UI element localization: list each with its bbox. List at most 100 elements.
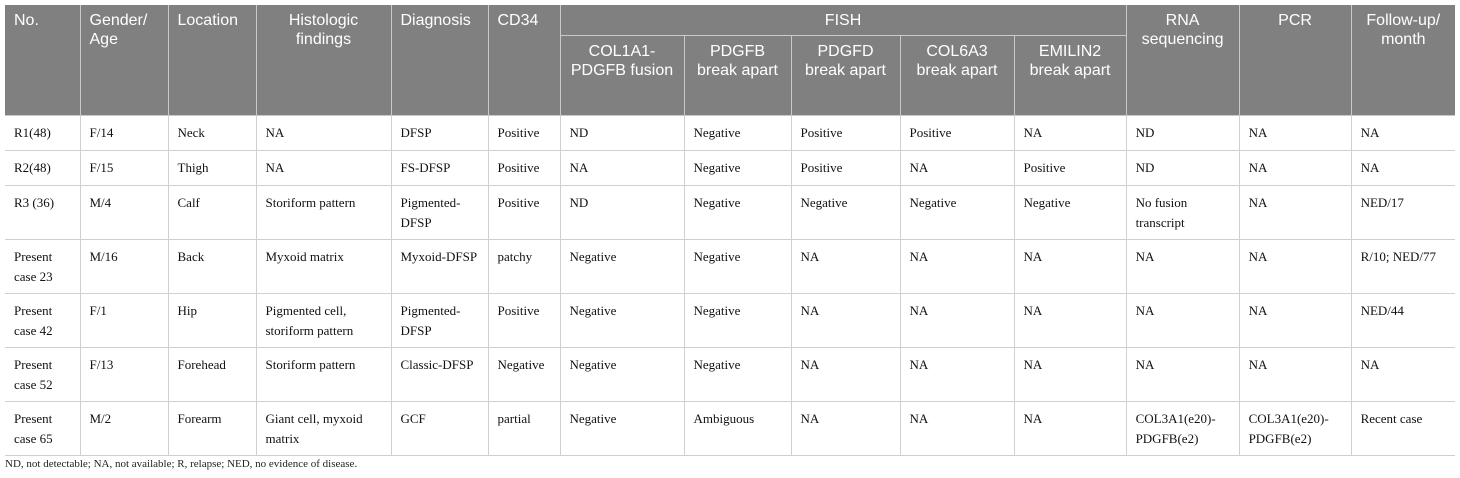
cell-diagnosis: FS-DFSP: [391, 150, 489, 186]
cell-histologic: NA: [256, 115, 392, 151]
header-diagnosis: Diagnosis: [391, 5, 489, 116]
cell-gender-age: M/2: [80, 401, 169, 456]
cell-fish-col1a1: Negative: [560, 401, 685, 456]
cell-location: Neck: [168, 115, 257, 151]
cell-fish-col6a3: Positive: [900, 115, 1015, 151]
cell-pcr: NA: [1239, 347, 1352, 402]
table-container: No. Gender/ Age Location Histologic find…: [5, 5, 1456, 456]
cell-diagnosis: Pigmented-DFSP: [391, 293, 489, 348]
cell-location: Hip: [168, 293, 257, 348]
cell-histologic: Myxoid matrix: [256, 239, 392, 294]
cell-fish-pdgfd: NA: [791, 239, 901, 294]
cell-rna: No fusion transcript: [1126, 185, 1240, 240]
header-fish-col6a3: COL6A3 break apart: [900, 35, 1015, 116]
data-table: No. Gender/ Age Location Histologic find…: [5, 5, 1456, 456]
cell-rna: ND: [1126, 150, 1240, 186]
table-row: R1(48) F/14 Neck NA DFSP Positive ND Neg…: [5, 115, 1456, 151]
cell-rna: NA: [1126, 293, 1240, 348]
cell-fish-col1a1: NA: [560, 150, 685, 186]
cell-no: Present case 65: [5, 401, 81, 456]
table-row: Present case 52 F/13 Forehead Storiform …: [5, 347, 1456, 402]
cell-no: Present case 52: [5, 347, 81, 402]
table-footnote: ND, not detectable; NA, not available; R…: [5, 458, 358, 470]
cell-cd34: Positive: [488, 150, 561, 186]
cell-no: R2(48): [5, 150, 81, 186]
cell-follow-up: NA: [1351, 115, 1456, 151]
cell-histologic: Pigmented cell, storiform pattern: [256, 293, 392, 348]
header-fish-emilin2: EMILIN2 break apart: [1014, 35, 1127, 116]
cell-pcr: NA: [1239, 239, 1352, 294]
table-row: Present case 65 M/2 Forearm Giant cell, …: [5, 401, 1456, 456]
cell-gender-age: F/15: [80, 150, 169, 186]
header-histologic-findings: Histologic findings: [256, 5, 392, 116]
cell-cd34: Negative: [488, 347, 561, 402]
cell-fish-pdgfd: Positive: [791, 115, 901, 151]
cell-fish-col6a3: NA: [900, 401, 1015, 456]
cell-fish-pdgfd: NA: [791, 293, 901, 348]
cell-fish-pdgfd: NA: [791, 401, 901, 456]
table-row: R3 (36) M/4 Calf Storiform pattern Pigme…: [5, 185, 1456, 240]
cell-fish-col1a1: Negative: [560, 347, 685, 402]
cell-fish-pdgfb: Ambiguous: [684, 401, 792, 456]
cell-histologic: Storiform pattern: [256, 347, 392, 402]
cell-rna: NA: [1126, 239, 1240, 294]
cell-fish-pdgfb: Negative: [684, 347, 792, 402]
cell-cd34: Positive: [488, 293, 561, 348]
cell-fish-col6a3: NA: [900, 150, 1015, 186]
table-row: Present case 42 F/1 Hip Pigmented cell, …: [5, 293, 1456, 348]
cell-fish-col6a3: NA: [900, 293, 1015, 348]
cell-histologic: NA: [256, 150, 392, 186]
cell-fish-pdgfd: NA: [791, 347, 901, 402]
cell-pcr: NA: [1239, 150, 1352, 186]
cell-diagnosis: Myxoid-DFSP: [391, 239, 489, 294]
cell-rna: COL3A1(e20)-PDGFB(e2): [1126, 401, 1240, 456]
header-gender-age: Gender/ Age: [80, 5, 169, 116]
cell-fish-pdgfd: Negative: [791, 185, 901, 240]
cell-fish-pdgfb: Negative: [684, 115, 792, 151]
cell-follow-up: NED/17: [1351, 185, 1456, 240]
cell-histologic: Storiform pattern: [256, 185, 392, 240]
header-pcr: PCR: [1239, 5, 1352, 116]
cell-gender-age: F/13: [80, 347, 169, 402]
cell-diagnosis: Pigmented-DFSP: [391, 185, 489, 240]
cell-fish-col6a3: NA: [900, 239, 1015, 294]
cell-gender-age: M/4: [80, 185, 169, 240]
table-row: Present case 23 M/16 Back Myxoid matrix …: [5, 239, 1456, 294]
cell-cd34: Positive: [488, 115, 561, 151]
cell-follow-up: NED/44: [1351, 293, 1456, 348]
cell-gender-age: F/1: [80, 293, 169, 348]
cell-gender-age: M/16: [80, 239, 169, 294]
header-rna-sequencing: RNA sequencing: [1126, 5, 1240, 116]
cell-fish-col6a3: Negative: [900, 185, 1015, 240]
header-follow-up: Follow-up/ month: [1351, 5, 1456, 116]
cell-diagnosis: Classic-DFSP: [391, 347, 489, 402]
header-fish-pdgfb: PDGFB break apart: [684, 35, 792, 116]
cell-fish-pdgfd: Positive: [791, 150, 901, 186]
cell-diagnosis: DFSP: [391, 115, 489, 151]
cell-no: Present case 23: [5, 239, 81, 294]
cell-location: Forehead: [168, 347, 257, 402]
cell-rna: ND: [1126, 115, 1240, 151]
cell-fish-pdgfb: Negative: [684, 293, 792, 348]
cell-pcr: NA: [1239, 185, 1352, 240]
cell-fish-emilin2: NA: [1014, 293, 1127, 348]
header-fish-pdgfd: PDGFD break apart: [791, 35, 901, 116]
cell-fish-emilin2: NA: [1014, 347, 1127, 402]
cell-cd34: partial: [488, 401, 561, 456]
cell-no: R1(48): [5, 115, 81, 151]
cell-fish-emilin2: Negative: [1014, 185, 1127, 240]
cell-fish-col1a1: Negative: [560, 239, 685, 294]
cell-fish-col6a3: NA: [900, 347, 1015, 402]
cell-fish-emilin2: NA: [1014, 115, 1127, 151]
cell-cd34: patchy: [488, 239, 561, 294]
cell-location: Back: [168, 239, 257, 294]
cell-fish-pdgfb: Negative: [684, 185, 792, 240]
cell-pcr: NA: [1239, 293, 1352, 348]
cell-fish-col1a1: Negative: [560, 293, 685, 348]
cell-cd34: Positive: [488, 185, 561, 240]
cell-fish-pdgfb: Negative: [684, 239, 792, 294]
cell-rna: NA: [1126, 347, 1240, 402]
cell-fish-col1a1: ND: [560, 115, 685, 151]
cell-histologic: Giant cell, myxoid matrix: [256, 401, 392, 456]
header-no: No.: [5, 5, 81, 116]
